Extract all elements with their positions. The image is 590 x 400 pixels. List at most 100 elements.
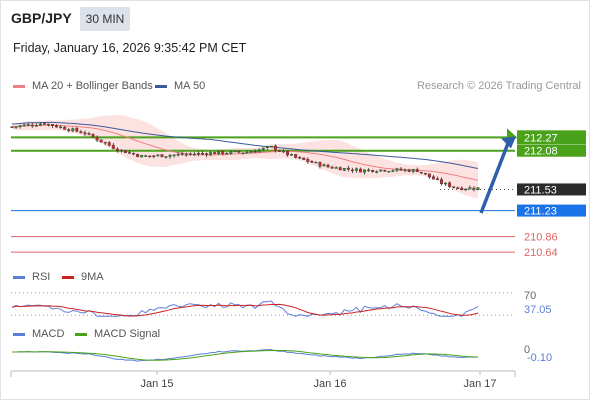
candle — [367, 168, 371, 172]
candle — [91, 133, 95, 138]
candle-body — [192, 153, 196, 156]
candle-body — [75, 127, 79, 132]
candle — [399, 166, 403, 171]
legend-ma50-label: MA 50 — [174, 80, 206, 92]
candle-body — [294, 154, 298, 158]
candle-body — [273, 145, 277, 151]
candle — [290, 153, 294, 156]
candle — [136, 153, 140, 158]
level-tag-current — [517, 183, 586, 196]
legend-rsi-ma-label: 9MA — [81, 271, 104, 283]
candle — [306, 157, 310, 164]
candle-body — [460, 187, 464, 190]
candle — [294, 153, 298, 159]
candle — [168, 153, 172, 159]
candle-body — [383, 169, 387, 172]
candle-body — [245, 152, 249, 154]
candle — [350, 167, 354, 174]
candle — [448, 181, 452, 189]
candle — [456, 186, 460, 190]
candle-body — [431, 176, 435, 180]
candle-body — [205, 153, 208, 156]
candle-body — [253, 151, 257, 153]
candle — [354, 167, 358, 173]
candle — [460, 186, 464, 191]
candle-body — [440, 179, 443, 185]
timeframe-badge[interactable]: 30 MIN — [80, 7, 130, 31]
candle — [371, 169, 375, 173]
rsi-ma-line — [11, 303, 479, 317]
candle — [128, 150, 131, 154]
candle-body — [371, 169, 375, 172]
candle-body — [136, 153, 140, 157]
candle — [26, 123, 30, 127]
candle-body — [42, 123, 46, 125]
candle-body — [164, 156, 168, 158]
ma50-line — [11, 121, 479, 169]
candle — [124, 150, 127, 154]
candle — [249, 150, 253, 153]
candle-body — [427, 173, 431, 178]
level-label-3: 211.23 — [524, 206, 557, 218]
datetime-label: Friday, January 16, 2026 9:35:42 PM CET — [13, 41, 247, 55]
candle — [330, 165, 334, 169]
candle — [75, 127, 79, 133]
candle — [237, 150, 241, 154]
candle — [269, 145, 273, 148]
candle — [22, 123, 26, 127]
candle — [180, 151, 184, 156]
candle — [18, 124, 22, 129]
rsi-line — [11, 300, 479, 317]
candle-body — [290, 154, 294, 156]
candle — [55, 124, 59, 128]
candle-body — [415, 169, 419, 173]
bollinger-band-fill — [12, 114, 478, 199]
candle — [298, 156, 302, 160]
signal-swatch — [75, 332, 87, 336]
candle-body — [217, 150, 221, 155]
candle-body — [241, 152, 245, 155]
candle-body — [448, 182, 452, 187]
candle-body — [286, 150, 290, 156]
candle-body — [160, 154, 164, 158]
candle-body — [322, 164, 326, 167]
candle — [59, 124, 63, 129]
candle-body — [334, 167, 338, 169]
level-label-current: 211.53 — [524, 184, 557, 196]
candle-body — [172, 154, 176, 157]
candle — [172, 154, 176, 158]
candle — [196, 151, 200, 157]
candle-body — [140, 155, 144, 158]
candle-body — [14, 126, 18, 128]
candle — [115, 147, 119, 153]
candle — [34, 123, 38, 127]
candle-body — [63, 126, 67, 130]
candle-body — [148, 155, 152, 158]
candle — [79, 129, 83, 134]
candle-body — [444, 182, 448, 185]
candle-body — [115, 148, 119, 152]
candle — [257, 148, 261, 153]
candle — [164, 156, 168, 159]
legend-ma20: MA 20 + Bollinger Bands — [13, 80, 153, 92]
candle-body — [363, 169, 366, 173]
candle-body — [359, 168, 362, 173]
candle-body — [144, 155, 148, 157]
candle — [286, 150, 290, 157]
candle-body — [51, 124, 54, 126]
macd-label-zero: 0 — [524, 344, 530, 356]
candle — [265, 145, 269, 150]
candle-body — [269, 145, 273, 148]
candle — [444, 182, 448, 186]
rsi-swatch — [13, 275, 25, 279]
candle — [342, 168, 346, 172]
candle-body — [55, 125, 59, 128]
candle — [119, 149, 123, 153]
research-credit: Research © 2026 Trading Central — [416, 80, 581, 92]
candle-body — [436, 178, 439, 181]
candle — [87, 131, 91, 136]
candle — [47, 123, 50, 127]
candle — [411, 168, 415, 174]
legend-macd: MACD — [13, 328, 64, 340]
